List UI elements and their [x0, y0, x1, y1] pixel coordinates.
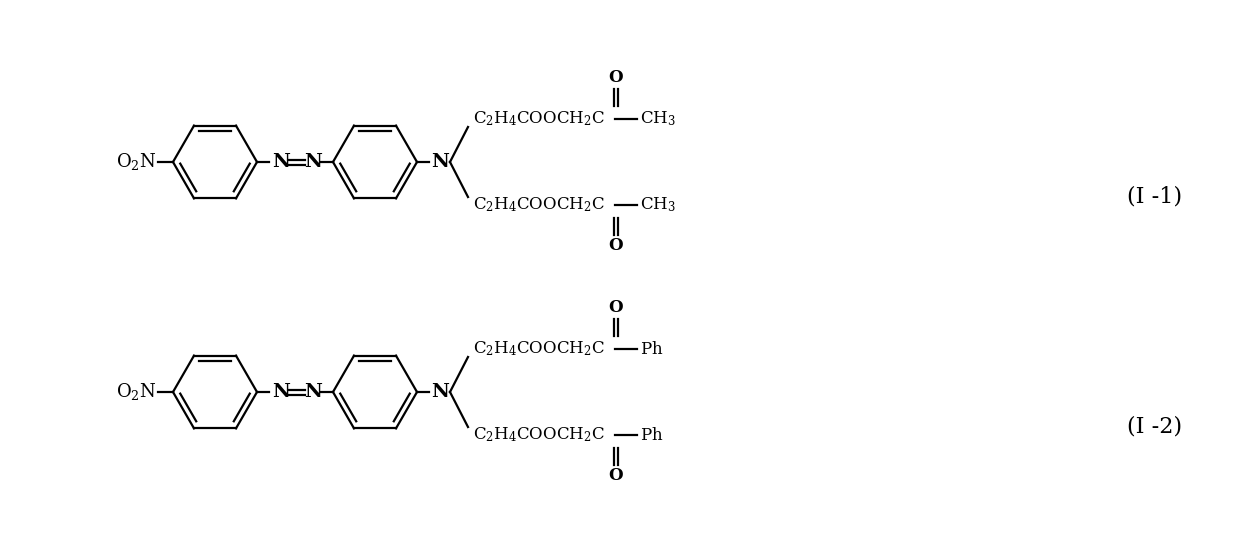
Text: N: N	[431, 153, 449, 171]
Text: N: N	[273, 153, 290, 171]
Text: (Ⅰ -1): (Ⅰ -1)	[1127, 186, 1182, 208]
Text: O: O	[608, 70, 623, 87]
Text: $\mathregular{C_2H_4COOCH_2C}$: $\mathregular{C_2H_4COOCH_2C}$	[473, 110, 605, 129]
Text: N: N	[304, 383, 322, 401]
Text: $\mathregular{CH_3}$: $\mathregular{CH_3}$	[641, 195, 676, 214]
Text: $\mathregular{CH_3}$: $\mathregular{CH_3}$	[641, 110, 676, 129]
Text: $\mathregular{C_2H_4COOCH_2C}$: $\mathregular{C_2H_4COOCH_2C}$	[473, 195, 605, 214]
Text: O: O	[608, 237, 623, 254]
Text: $\mathregular{C_2H_4COOCH_2C}$: $\mathregular{C_2H_4COOCH_2C}$	[473, 426, 605, 444]
Text: O: O	[608, 468, 623, 485]
Text: $\mathregular{C_2H_4COOCH_2C}$: $\mathregular{C_2H_4COOCH_2C}$	[473, 339, 605, 358]
Text: O: O	[608, 300, 623, 316]
Text: (Ⅰ -2): (Ⅰ -2)	[1127, 416, 1182, 438]
Text: $\mathregular{O_2N}$: $\mathregular{O_2N}$	[115, 151, 156, 172]
Text: N: N	[431, 383, 449, 401]
Text: $\mathregular{Ph}$: $\mathregular{Ph}$	[641, 427, 663, 443]
Text: N: N	[273, 383, 290, 401]
Text: N: N	[304, 153, 322, 171]
Text: $\mathregular{Ph}$: $\mathregular{Ph}$	[641, 341, 663, 358]
Text: $\mathregular{O_2N}$: $\mathregular{O_2N}$	[115, 381, 156, 402]
